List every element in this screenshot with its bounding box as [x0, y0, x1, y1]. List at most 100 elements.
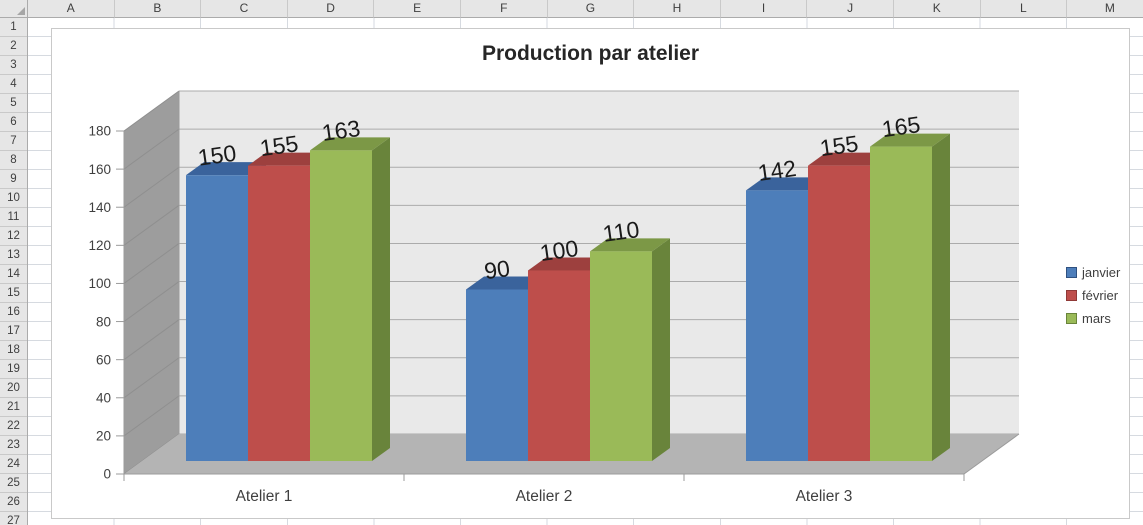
row-header-10[interactable]: 10	[0, 189, 27, 208]
chart-title[interactable]: Production par atelier	[481, 42, 700, 65]
bar-janvier-atelier-1-top[interactable]	[186, 162, 266, 176]
row-header-11[interactable]: 11	[0, 208, 27, 227]
bar-mars-atelier-3-side[interactable]	[932, 133, 950, 461]
row-header-25[interactable]: 25	[0, 474, 27, 493]
bar-février-atelier-3-top[interactable]	[808, 152, 888, 166]
category-label: Atelier 1	[236, 488, 293, 505]
wall-gridline	[123, 204, 180, 246]
column-header-C[interactable]: C	[201, 0, 288, 18]
bar-janvier-atelier-3[interactable]	[746, 190, 808, 461]
bar-février-atelier-1-top[interactable]	[248, 152, 328, 166]
row-header-3[interactable]: 3	[0, 56, 27, 75]
plot-area[interactable]: 0 20 40 60 80 100 120 140 160 180 Atelier 1 Atelier…	[52, 29, 1131, 520]
legend-swatch-janvier	[1066, 267, 1077, 278]
bar-janvier-atelier-2-top[interactable]	[466, 276, 546, 290]
row-header-7[interactable]: 7	[0, 132, 27, 151]
column-header-K[interactable]: K	[893, 0, 981, 18]
bar-mars-atelier-2-side[interactable]	[652, 238, 670, 461]
bar-mars-atelier-3[interactable]	[870, 146, 932, 461]
legend-label: mars	[1082, 311, 1111, 326]
bar-février-atelier-1[interactable]	[248, 165, 310, 461]
column-header-G[interactable]: G	[547, 0, 635, 18]
row-header-19[interactable]: 19	[0, 360, 27, 379]
row-header-8[interactable]: 8	[0, 151, 27, 170]
y-axis-label: 140	[88, 200, 111, 215]
column-header-F[interactable]: F	[460, 0, 548, 18]
row-header-20[interactable]: 20	[0, 379, 27, 398]
data-label: 163	[320, 115, 362, 146]
column-header-A[interactable]: A	[28, 0, 115, 18]
row-header-27[interactable]: 27	[0, 512, 27, 525]
legend-label: janvier	[1082, 265, 1121, 280]
select-all-corner[interactable]	[0, 0, 28, 18]
wall-gridline	[123, 281, 180, 322]
bar-février-atelier-2-top[interactable]	[528, 257, 608, 271]
row-header-9[interactable]: 9	[0, 170, 27, 189]
column-header-B[interactable]: B	[114, 0, 202, 18]
row-header-5[interactable]: 5	[0, 94, 27, 113]
row-header-21[interactable]: 21	[0, 398, 27, 417]
column-header-E[interactable]: E	[374, 0, 461, 18]
data-label: 150	[196, 140, 238, 171]
row-header-12[interactable]: 12	[0, 227, 27, 246]
row-header-17[interactable]: 17	[0, 322, 27, 341]
bar-mars-atelier-1-side[interactable]	[372, 137, 390, 461]
bar-mars-atelier-1[interactable]	[310, 150, 372, 461]
y-axis-label: 180	[88, 124, 111, 139]
row-header-16[interactable]: 16	[0, 303, 27, 322]
row-header-18[interactable]: 18	[0, 341, 27, 360]
bar-mars-atelier-3-top[interactable]	[870, 133, 950, 147]
row-header-2[interactable]: 2	[0, 37, 27, 56]
column-header-M[interactable]: M	[1067, 0, 1143, 18]
row-header-4[interactable]: 4	[0, 75, 27, 94]
category-label: Atelier 2	[516, 488, 573, 505]
bar-février-atelier-2[interactable]	[528, 270, 590, 461]
data-label: 155	[818, 130, 860, 161]
bar-janvier-atelier-2[interactable]	[466, 289, 528, 462]
row-header-14[interactable]: 14	[0, 265, 27, 284]
row-header-15[interactable]: 15	[0, 284, 27, 303]
row-header-1[interactable]: 1	[0, 18, 27, 37]
wall-gridline	[123, 395, 180, 437]
bar-janvier-atelier-3-top[interactable]	[746, 177, 826, 191]
data-label: 90	[483, 255, 512, 284]
side-wall	[124, 91, 179, 474]
column-header-I[interactable]: I	[720, 0, 808, 18]
y-axis-label: 60	[96, 352, 111, 367]
legend-item-mars[interactable]: mars	[1066, 311, 1120, 326]
bar-mars-atelier-1-top[interactable]	[310, 137, 390, 151]
wall-gridline	[123, 319, 180, 361]
row-header-6[interactable]: 6	[0, 113, 27, 132]
bar-février-atelier-3[interactable]	[808, 165, 870, 461]
data-label: 142	[756, 155, 798, 186]
chart-legend[interactable]: janvier février mars	[1066, 265, 1121, 335]
row-header-22[interactable]: 22	[0, 417, 27, 436]
bar-mars-atelier-2[interactable]	[590, 251, 652, 461]
column-header-L[interactable]: L	[980, 0, 1068, 18]
column-header-H[interactable]: H	[634, 0, 721, 18]
y-axis-label: 160	[88, 162, 111, 177]
floor-edge	[963, 433, 1020, 475]
y-axis-label: 120	[88, 238, 111, 253]
data-label: 165	[880, 111, 922, 142]
y-axis-label: 40	[96, 391, 111, 406]
legend-swatch-février	[1066, 290, 1077, 301]
bar-janvier-atelier-1[interactable]	[186, 175, 248, 461]
bar-mars-atelier-2-top[interactable]	[590, 238, 670, 252]
chart-object[interactable]: 0 20 40 60 80 100 120 140 160 180 Atelier 1 Atelier…	[51, 28, 1130, 519]
row-header-24[interactable]: 24	[0, 455, 27, 474]
row-header-13[interactable]: 13	[0, 246, 27, 265]
data-label: 155	[258, 130, 300, 161]
row-header-23[interactable]: 23	[0, 436, 27, 455]
legend-item-janvier[interactable]: janvier	[1066, 265, 1121, 280]
column-header-D[interactable]: D	[287, 0, 375, 18]
wall-gridline	[123, 357, 180, 399]
legend-label: février	[1082, 288, 1119, 303]
column-header-J[interactable]: J	[807, 0, 894, 18]
y-axis-label: 20	[96, 429, 111, 444]
legend-item-février[interactable]: février	[1066, 288, 1120, 303]
data-label: 100	[538, 235, 580, 266]
row-header-26[interactable]: 26	[0, 493, 27, 512]
